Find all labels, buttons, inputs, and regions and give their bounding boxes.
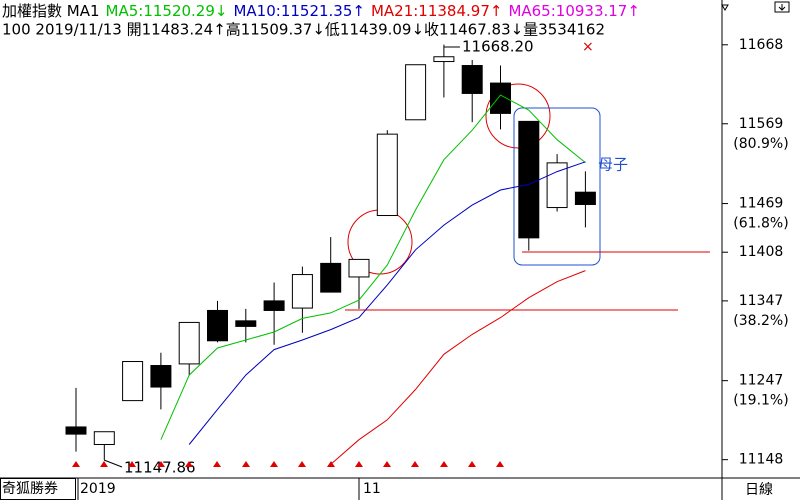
pattern-box	[513, 107, 601, 266]
candle-body	[433, 56, 455, 63]
low-label: 11147.86	[124, 459, 196, 477]
pattern-label: 母子	[598, 156, 628, 174]
fib-label: (80.9%)	[733, 136, 788, 152]
candle-body	[207, 309, 228, 342]
candle-body	[150, 365, 172, 388]
y-tick-label: 11347	[739, 293, 784, 309]
candle-body	[122, 361, 144, 402]
info-line: 100 2019/11/13 開11483.24↑高11509.37↓低1143…	[2, 21, 605, 39]
ma-line	[160, 94, 586, 440]
ma-line	[188, 161, 586, 445]
candle-body	[263, 300, 285, 311]
legend-entry: MA21:11384.97↑	[371, 2, 502, 20]
header-line: 加權指數 MA1 MA5:11520.29↓ MA10:11521.35↑ MA21:…	[2, 2, 640, 20]
candle-body	[405, 64, 427, 121]
y-tick-label: 11148	[739, 452, 784, 468]
legend-entry: MA5:11520.29↓	[106, 2, 228, 20]
highlight-circle	[485, 83, 551, 149]
candle-body	[235, 320, 257, 327]
toolbar-icons[interactable]	[721, 1, 790, 13]
y-tick-label: 11408	[739, 244, 784, 260]
x-tick-label: 2019	[80, 481, 116, 497]
period-label: 日線	[745, 482, 773, 498]
candle-body	[65, 426, 87, 435]
y-tick-label: 11569	[739, 116, 784, 132]
candle-body	[376, 133, 398, 217]
x-tick-label: 11	[363, 481, 381, 497]
y-tick-label: 11668	[739, 37, 784, 53]
candle-body	[320, 262, 342, 293]
candle-body	[178, 321, 200, 365]
fib-label: (61.8%)	[733, 216, 788, 232]
y-tick-label: 11469	[739, 196, 784, 212]
candle-body	[93, 431, 115, 445]
source-label: 奇狐勝券	[2, 480, 58, 497]
plot-area	[65, 44, 596, 465]
fib-label: (19.1%)	[733, 393, 788, 409]
candle-body	[574, 191, 596, 205]
candle-body	[291, 274, 313, 309]
candle-body	[490, 82, 511, 114]
leader-line	[103, 459, 123, 468]
fib-label: (38.2%)	[733, 313, 788, 329]
marker: ×	[582, 39, 594, 55]
legend-entry: MA10:11521.35↑	[233, 2, 364, 20]
candle-body	[461, 65, 483, 94]
legend-entry: MA65:10933.17↑	[508, 2, 639, 20]
ma-line	[330, 270, 586, 465]
y-tick-label: 11247	[739, 373, 784, 389]
high-label: 11668.20	[462, 38, 534, 56]
candle-body	[348, 258, 370, 278]
candle-body	[518, 120, 540, 239]
header-title: 加權指數 MA1	[2, 2, 100, 20]
